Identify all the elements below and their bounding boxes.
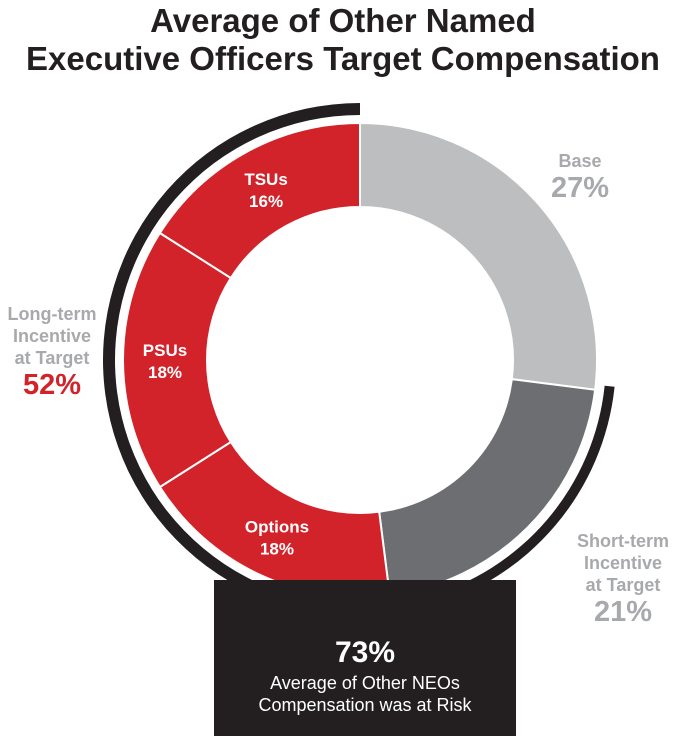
slice-value-tsus: 16%	[249, 192, 283, 211]
legend-short-term: Short-term Incentive at Target 21%	[560, 530, 686, 629]
chart-title-line-2: Executive Officers Target Compensation	[26, 40, 660, 77]
at-risk-box: 73% Average of Other NEOs Compensation w…	[214, 580, 516, 736]
slice-psus	[122, 231, 233, 489]
chart-title-line-1: Average of Other Named	[150, 2, 536, 39]
legend-long-term: Long-term Incentive at Target 52%	[0, 303, 104, 402]
short-term-accent-band	[424, 385, 615, 608]
slice-base	[359, 121, 598, 391]
at-risk-caption: Average of Other NEOs Compensation was a…	[214, 672, 516, 716]
at-risk-line-2: Compensation was at Risk	[258, 695, 472, 715]
legend-base-name: Base	[558, 151, 602, 171]
slice-tsus	[158, 121, 361, 280]
slice-label-options: Options	[245, 517, 309, 536]
legend-short-term-line-2: Incentive	[583, 553, 663, 573]
legend-long-term-line-2: Incentive	[12, 326, 92, 346]
at-risk-line-1: Average of Other NEOs	[270, 673, 460, 693]
legend-short-term-line-3: at Target	[585, 575, 661, 595]
at-risk-pct: 73%	[334, 636, 396, 669]
legend-long-term-line-3: at Target	[14, 348, 90, 368]
legend-base: Base 27%	[520, 150, 640, 205]
legend-long-term-line-1: Long-term	[7, 304, 97, 324]
legend-short-term-line-1: Short-term	[576, 531, 669, 551]
legend-short-term-pct: 21%	[593, 596, 653, 628]
legend-base-pct: 27%	[550, 172, 610, 204]
slice-value-psus: 18%	[148, 363, 182, 382]
slice-value-options: 18%	[260, 539, 294, 558]
slice-label-psus: PSUs	[143, 341, 187, 360]
legend-long-term-pct: 52%	[22, 369, 82, 401]
slice-label-tsus: TSUs	[244, 170, 287, 189]
chart-title: Average of Other Named Executive Officer…	[0, 2, 686, 78]
